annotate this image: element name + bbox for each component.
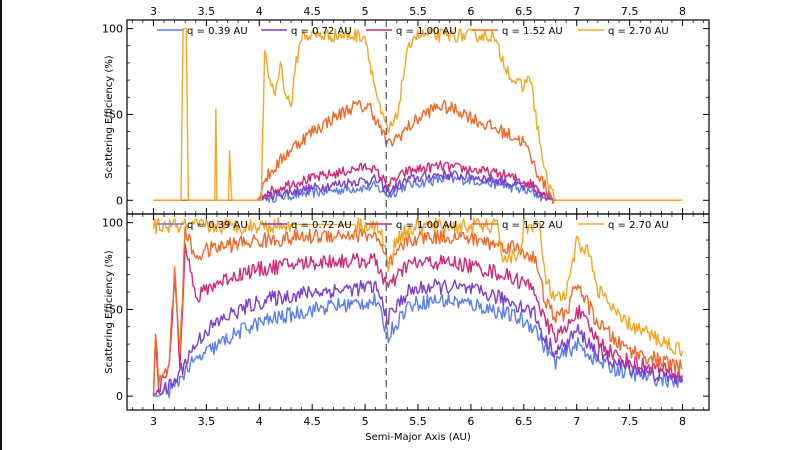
top-legend-label-2: q = 0.72 AU	[291, 26, 352, 37]
bottom-legend-label-1: q = 0.39 AU	[187, 220, 248, 231]
x-tick-label-top: 6	[467, 5, 474, 18]
bottom-legend-label-2: q = 0.72 AU	[291, 220, 352, 231]
bottom-legend-label-5: q = 2.70 AU	[608, 220, 669, 231]
x-tick-label-bottom: 7.5	[621, 415, 639, 428]
x-tick-label-bottom: 5	[362, 415, 369, 428]
bottom-panel: 0 50 100 q = 0.39 AU q = 0.72 AU q = 1.00 AU…	[102, 213, 710, 411]
window-left-border	[0, 0, 2, 450]
bottom-y-tick-label: 0	[116, 390, 123, 403]
top-legend-label-1: q = 0.39 AU	[187, 26, 248, 37]
top-y-tick-label: 0	[116, 194, 123, 207]
top-y-tick-label: 100	[102, 23, 123, 36]
top-series-line-5	[153, 27, 683, 201]
bottom-y-tick-label: 50	[109, 303, 123, 316]
bottom-series-line-3	[152, 243, 684, 397]
x-tick-label-bottom: 4	[256, 415, 263, 428]
bottom-legend-label-3: q = 1.00 AU	[396, 220, 457, 231]
x-tick-label-bottom: 7	[573, 415, 580, 428]
bottom-legend: q = 0.39 AU q = 0.72 AU q = 1.00 AU q = 1.5…	[157, 220, 669, 231]
x-tick-label-bottom: 3	[150, 415, 157, 428]
x-tick-label-bottom: 6.5	[515, 415, 533, 428]
x-tick-label-top: 3.5	[198, 5, 216, 18]
x-tick-label-top: 7	[573, 5, 580, 18]
x-tick-label-top: 4.5	[303, 5, 321, 18]
x-tick-label-top: 7.5	[621, 5, 639, 18]
x-tick-label-bottom: 3.5	[198, 415, 216, 428]
bottom-series-line-4	[152, 225, 683, 397]
x-tick-label-bottom: 4.5	[303, 415, 321, 428]
y-axis-label-top: Scattering Efficiency (%)	[104, 55, 115, 178]
top-legend-label-5: q = 2.70 AU	[608, 26, 669, 37]
x-tick-label-top: 6.5	[515, 5, 533, 18]
top-y-tick-label: 50	[109, 108, 123, 121]
x-tick-label-top: 4	[256, 5, 263, 18]
x-tick-label-top: 3	[150, 5, 157, 18]
bottom-legend-label-4: q = 1.52 AU	[502, 220, 563, 231]
bottom-series-line-5	[152, 217, 684, 357]
x-tick-label-bottom: 5.5	[409, 415, 427, 428]
x-tick-label-bottom: 6	[467, 415, 474, 428]
top-legend-label-3: q = 1.00 AU	[396, 26, 457, 37]
y-axis-label-bottom: Scattering Efficiency (%)	[104, 250, 115, 373]
x-tick-label-top: 5	[362, 5, 369, 18]
x-tick-label-bottom: 8	[679, 415, 686, 428]
top-series-line-4	[153, 99, 683, 205]
top-legend: q = 0.39 AU q = 0.72 AU q = 1.00 AU q = 1.5…	[157, 26, 669, 37]
bottom-y-tick-label: 100	[102, 217, 123, 230]
top-legend-label-4: q = 1.52 AU	[502, 26, 563, 37]
top-panel: 0 50 100 q = 0.39 AU q = 0.72 AU q = 1.00 AU…	[102, 19, 710, 215]
x-tick-label-top: 5.5	[409, 5, 427, 18]
bottom-series-line-1	[153, 292, 684, 399]
x-axis-label: Semi-Major Axis (AU)	[365, 432, 471, 443]
x-tick-label-top: 8	[679, 5, 686, 18]
bottom-series-line-2	[152, 278, 684, 397]
